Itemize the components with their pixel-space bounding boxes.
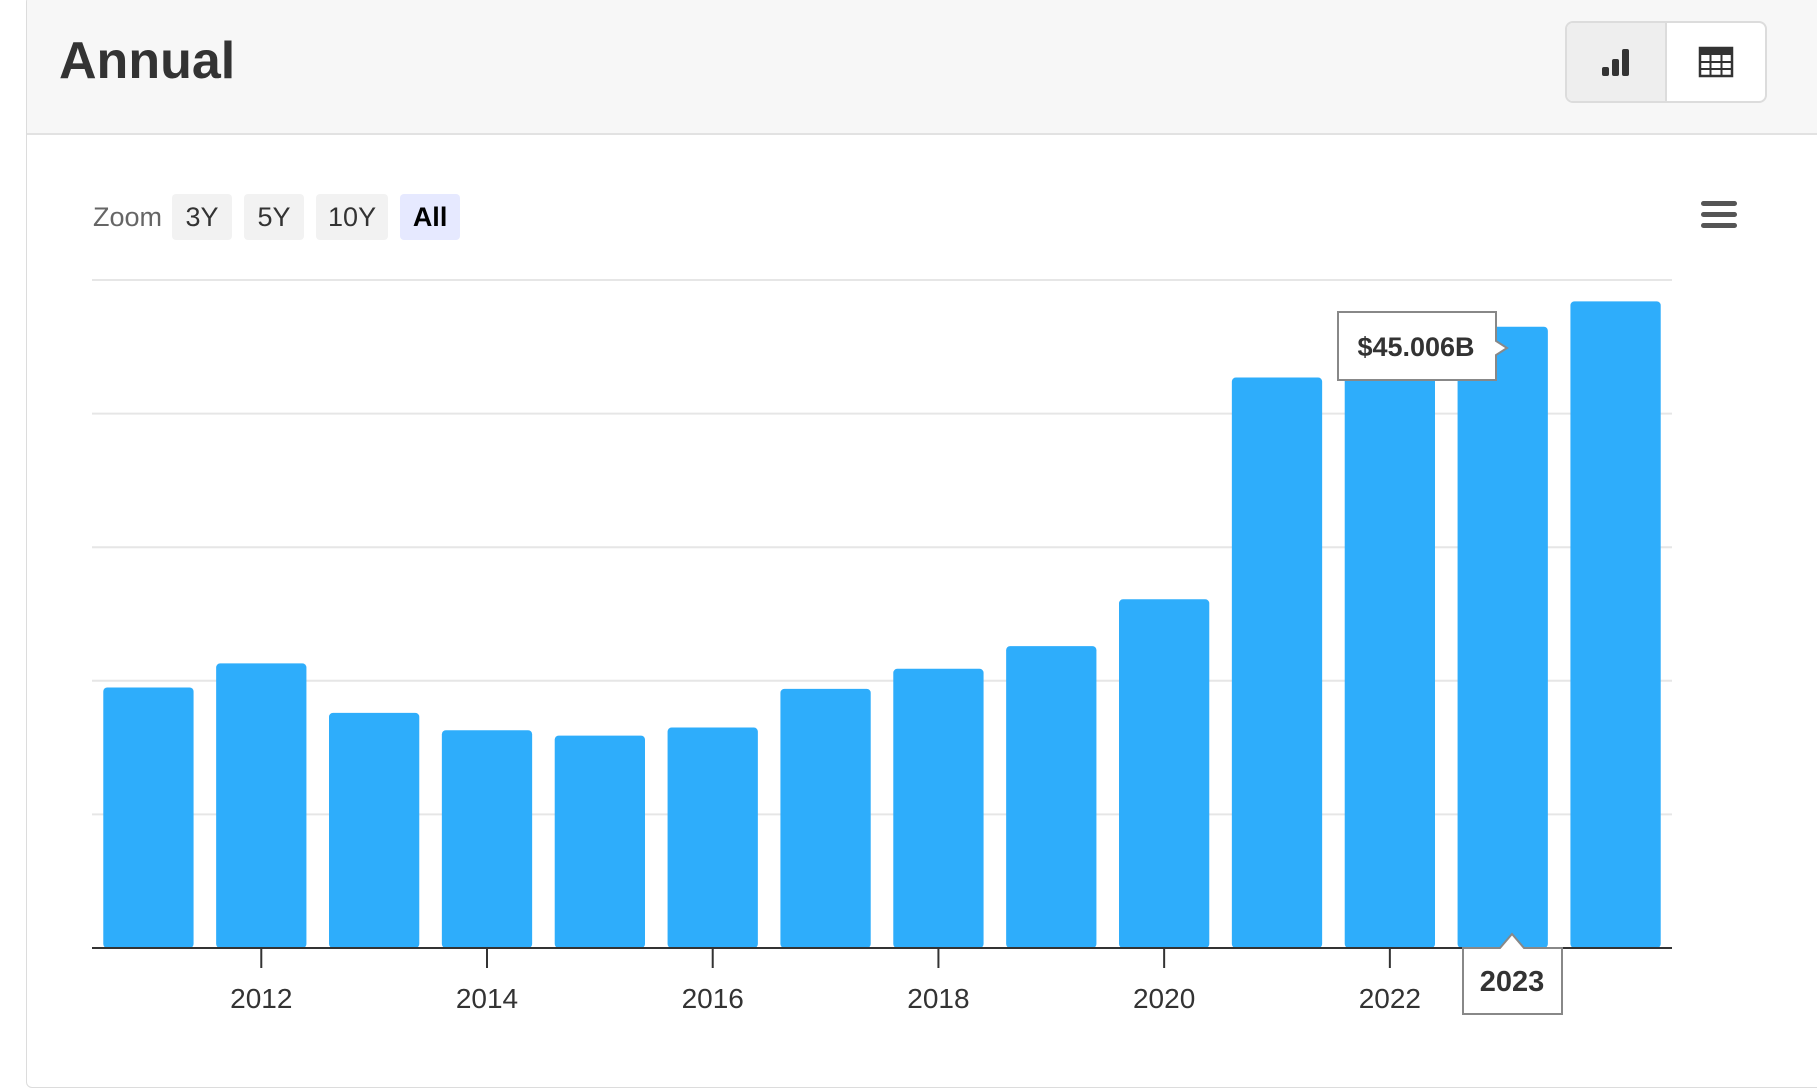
tooltip-year: 2023	[1480, 966, 1545, 998]
x-tick-label-2016: 2016	[682, 983, 744, 1014]
x-tick-label-2012: 2012	[230, 983, 292, 1014]
bar-2013[interactable]	[329, 712, 420, 948]
view-toggle	[1565, 21, 1767, 103]
panel-header: Annual	[27, 0, 1817, 135]
tooltip-value: $45.006B	[1357, 332, 1474, 362]
chart-menu-button[interactable]	[1695, 195, 1743, 235]
bar-2017[interactable]	[780, 688, 871, 948]
bar-2011[interactable]	[103, 687, 194, 948]
table-view-button[interactable]	[1667, 23, 1765, 101]
zoom-label: Zoom	[93, 201, 163, 232]
zoom-controls: Zoom 3Y 5Y 10Y All	[93, 193, 472, 241]
zoom-5y-button[interactable]: 5Y	[244, 194, 305, 240]
x-tick-label-2020: 2020	[1133, 983, 1195, 1014]
x-axis: 2012 2014 2016 2018 2020 2022	[92, 947, 1672, 1014]
zoom-10y-button[interactable]: 10Y	[316, 194, 389, 240]
bar-2024[interactable]	[1570, 301, 1661, 949]
bar-2014[interactable]	[441, 730, 533, 948]
year-tooltip: 2023	[1462, 932, 1563, 1015]
bar-layer	[103, 301, 1661, 949]
page-title: Annual	[59, 32, 236, 90]
x-tick-label-2022: 2022	[1359, 983, 1421, 1014]
hamburger-menu-icon	[1701, 201, 1737, 228]
bar-2015[interactable]	[554, 735, 645, 948]
chart-view-button[interactable]	[1567, 23, 1667, 101]
zoom-3y-button[interactable]: 3Y	[172, 194, 233, 240]
x-tick-label-2014: 2014	[456, 983, 518, 1014]
bar-2019[interactable]	[1006, 646, 1097, 948]
bar-2022[interactable]	[1344, 325, 1435, 948]
bar-2012[interactable]	[216, 663, 307, 948]
bar-2021[interactable]	[1231, 377, 1323, 948]
tooltip-layer: $45.006B 2023	[1337, 311, 1563, 1015]
bar-2023[interactable]	[1457, 326, 1548, 948]
zoom-all-button[interactable]: All	[400, 194, 461, 240]
bar-2020[interactable]	[1119, 599, 1210, 948]
bar-chart-icon	[1602, 49, 1629, 76]
value-tooltip: $45.006B	[1337, 311, 1509, 381]
bar-2018[interactable]	[893, 668, 984, 948]
bar-2016[interactable]	[667, 727, 758, 948]
table-icon	[1698, 46, 1734, 78]
x-tick-label-2018: 2018	[907, 983, 969, 1014]
